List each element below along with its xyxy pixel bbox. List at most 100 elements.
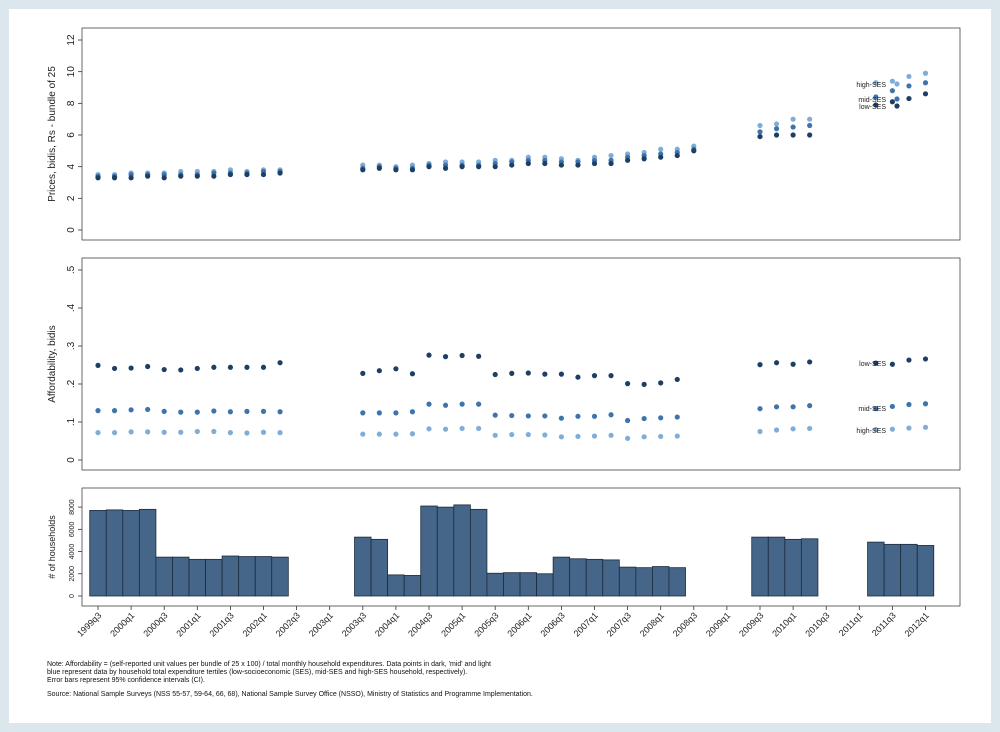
point-mid-ses-2005q2	[476, 401, 482, 407]
point-high-ses-2001q3	[227, 430, 233, 436]
source-note: Source: National Sample Surveys (NSS 55-…	[47, 691, 533, 698]
point-low-ses-2003q3	[360, 370, 366, 376]
point-high-ses-2006q2	[542, 432, 548, 438]
point-high-ses-2005q2	[476, 425, 482, 432]
point-low-ses-2012q1	[922, 91, 929, 97]
bar-2004q3	[420, 505, 438, 597]
point-mid-ses-2010q1	[790, 124, 796, 130]
point-low-ses-1999q3	[95, 175, 101, 181]
bar-1999q4	[105, 509, 124, 597]
point-low-ses-2012q1	[922, 356, 929, 362]
point-mid-ses-2011q4	[906, 83, 912, 89]
point-mid-ses-2006q1	[525, 413, 531, 419]
point-low-ses-2011q4	[906, 95, 912, 102]
point-high-ses-2000q4	[178, 429, 184, 435]
point-mid-ses-2008q1	[658, 415, 664, 421]
point-low-ses-2006q3	[558, 371, 565, 377]
point-mid-ses-2007q4	[641, 415, 647, 422]
y-tick-label-1: 8	[66, 100, 77, 106]
point-mid-ses-2001q2	[211, 408, 217, 414]
point-mid-ses-2012q1	[922, 80, 929, 86]
point-high-ses-2011q3	[889, 78, 896, 84]
point-mid-ses-2004q1	[393, 410, 399, 416]
y-axis-title-1: Prices, bidis, Rs - bundle of 25	[47, 66, 58, 202]
y-tick-label-2: .2	[66, 379, 77, 388]
point-mid-ses-2004q4	[442, 402, 449, 408]
point-mid-ses-2003q4	[376, 410, 382, 416]
bar-2005q3	[486, 572, 504, 597]
bar-1999q3	[89, 510, 107, 597]
point-high-ses-2012q1	[922, 424, 929, 430]
y-tick-label-2: 0	[66, 457, 77, 463]
point-low-ses-2006q1	[525, 370, 531, 376]
point-mid-ses-2009q3	[757, 129, 763, 135]
point-low-ses-2008q1	[658, 154, 664, 160]
point-low-ses-2001q4	[244, 171, 250, 178]
bar-2006q4	[569, 558, 587, 597]
point-high-ses-2006q1	[525, 431, 531, 438]
point-low-ses-2003q4	[376, 368, 382, 374]
point-mid-ses-2002q2	[277, 409, 283, 415]
point-high-ses-2002q2	[277, 430, 283, 436]
point-high-ses-2011q2	[873, 427, 879, 433]
y-tick-label-1: 0	[66, 227, 77, 233]
point-low-ses-2004q4	[442, 354, 449, 360]
bar-2003q3	[354, 536, 372, 597]
point-mid-ses-2010q2	[807, 403, 813, 409]
point-high-ses-2004q2	[409, 431, 416, 437]
point-low-ses-2005q1	[459, 352, 465, 359]
point-high-ses-2008q1	[658, 433, 664, 440]
point-high-ses-2005q3	[492, 432, 498, 438]
bar-2008q1	[652, 566, 670, 597]
point-low-ses-2001q1	[194, 365, 200, 372]
point-low-ses-2007q2	[608, 373, 614, 379]
point-low-ses-2011q3	[889, 99, 896, 105]
point-mid-ses-2000q4	[178, 409, 184, 415]
point-low-ses-2008q2	[674, 152, 680, 159]
point-high-ses-2007q2	[608, 432, 614, 438]
point-low-ses-2011q3	[889, 361, 896, 367]
point-low-ses-2007q2	[608, 160, 614, 167]
bar-2007q2	[602, 559, 620, 597]
bar-2006q1	[519, 572, 537, 597]
point-high-ses-2007q4	[641, 434, 647, 440]
point-high-ses-2001q4	[244, 430, 250, 436]
point-mid-ses-2009q4	[773, 404, 780, 410]
point-low-ses-2007q3	[625, 157, 631, 163]
bar-2011q4	[900, 543, 918, 597]
point-high-ses-2008q1	[658, 146, 664, 152]
point-high-ses-2008q2	[674, 433, 680, 439]
point-high-ses-2004q4	[442, 426, 449, 432]
point-low-ses-2003q3	[360, 167, 366, 173]
bar-2004q4	[436, 506, 455, 597]
panel-frame-2	[81, 257, 961, 471]
y-tick-label-1: 6	[66, 132, 77, 138]
point-high-ses-2000q3	[161, 429, 167, 435]
point-high-ses-2009q4	[773, 427, 780, 433]
point-low-ses-2009q4	[773, 132, 780, 138]
point-high-ses-2001q1	[194, 428, 200, 435]
point-mid-ses-2005q4	[509, 412, 515, 419]
point-low-ses-2004q3	[426, 164, 432, 170]
bar-2005q1	[453, 504, 471, 597]
panel-frame-1	[81, 27, 961, 241]
point-low-ses-2006q2	[542, 371, 548, 377]
legend-label-high-ses: high-SES	[856, 82, 886, 89]
note-line-3: Error bars represent 95% confidence inte…	[47, 677, 205, 684]
point-high-ses-2005q4	[509, 431, 515, 438]
bar-2001q2	[205, 558, 223, 597]
bar-2001q4	[238, 556, 256, 597]
point-mid-ses-2011q3	[889, 88, 896, 94]
bar-2005q4	[503, 572, 521, 597]
point-low-ses-2001q4	[244, 364, 250, 370]
point-low-ses-2006q3	[558, 162, 565, 168]
y-axis-title-3: # of households	[47, 515, 57, 579]
bar-2004q1	[387, 574, 405, 597]
point-mid-ses-2000q1	[128, 407, 134, 413]
y-tick-label-3: 6000	[69, 521, 76, 537]
bar-2004q2	[403, 575, 422, 597]
point-mid-ses-2005q3	[492, 412, 498, 418]
point-high-ses-1999q4	[111, 430, 118, 436]
series-label-high-ses: high-SES	[856, 428, 886, 435]
